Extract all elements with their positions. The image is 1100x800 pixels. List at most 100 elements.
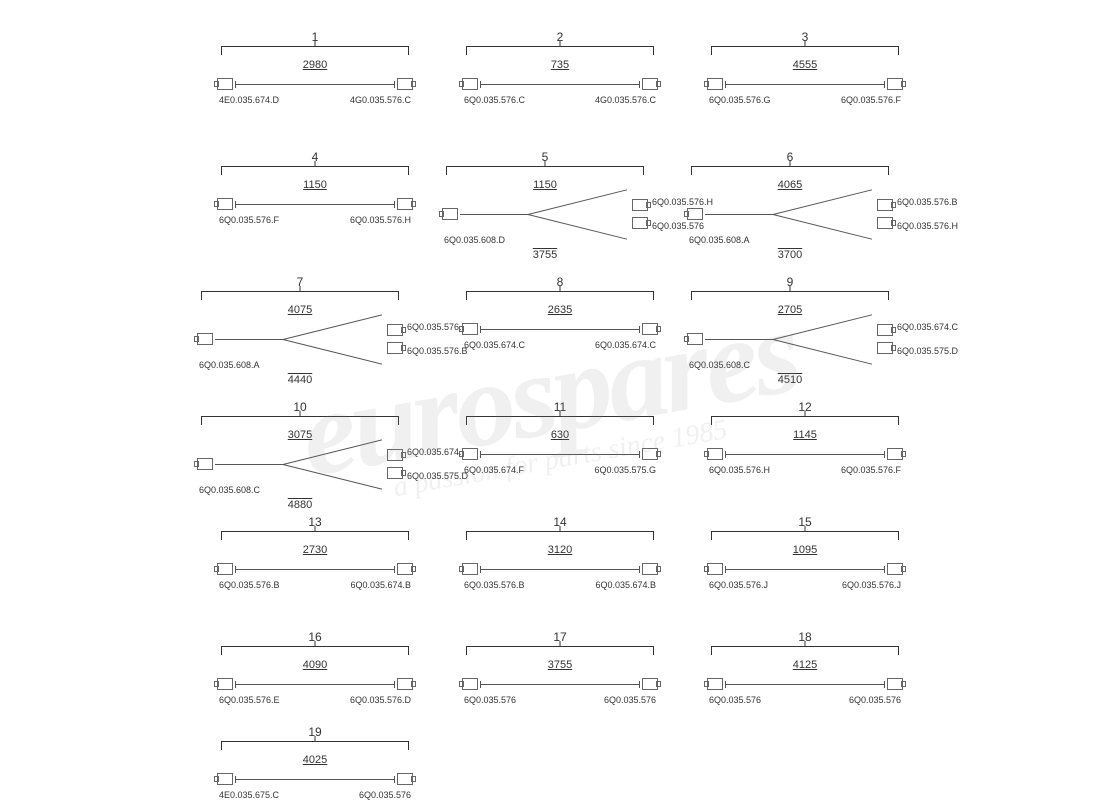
dimension-bracket [466, 646, 654, 655]
wire-line [725, 569, 885, 570]
length-top: 3755 [508, 659, 612, 671]
wire-line [480, 329, 640, 330]
length-bottom: 3755 [493, 249, 597, 261]
connector-left-icon [442, 208, 458, 220]
connector-left-icon [197, 333, 213, 345]
wire-line [725, 454, 885, 455]
part-numbers: 6Q0.035.576.B 6Q0.035.674.B [215, 580, 415, 590]
part-number-left: 6Q0.035.576.E [219, 695, 280, 705]
part-number: 6Q0.035.608.D [444, 235, 505, 245]
part-numbers: 6Q0.035.576 6Q0.035.576 [460, 695, 660, 705]
connector-right-icon [397, 198, 413, 210]
connector-left-icon [462, 563, 478, 575]
part-diagram-7: 7 4075 6Q0.035.576.H 6Q0.035.576.B [195, 275, 405, 388]
part-numbers: 6Q0.035.576.H 6Q0.035.576.F [705, 465, 905, 475]
part-diagram-3: 3 4555 6Q0.035.576.G 6Q0.035.576.F [705, 30, 905, 105]
dimension-bracket [711, 46, 899, 55]
connector-left-icon [687, 333, 703, 345]
connector-right-icon [397, 773, 413, 785]
connector-right-icon [397, 563, 413, 575]
part-number-left: 6Q0.035.576.C [464, 95, 525, 105]
dimension-bracket [221, 166, 409, 175]
connector-right-bottom-icon [387, 467, 403, 479]
connector-right-icon [642, 448, 658, 460]
part-diagram-4: 4 1150 6Q0.035.576.F 6Q0.035.576.H [215, 150, 415, 225]
part-number-right: 6Q0.035.576 [849, 695, 901, 705]
y-split-wire [705, 322, 875, 356]
wire-line [235, 569, 395, 570]
connector-right-icon [397, 678, 413, 690]
wire-line [480, 684, 640, 685]
wire-line [725, 84, 885, 85]
dimension-bracket [221, 741, 409, 750]
part-number-left: 6Q0.035.576.H [709, 465, 770, 475]
connector-left-icon [707, 678, 723, 690]
part-diagram-12: 12 1145 6Q0.035.576.H 6Q0.035.576.F [705, 400, 905, 475]
part-numbers: 6Q0.035.576 6Q0.035.576 [705, 695, 905, 705]
cable-diagram [460, 677, 660, 691]
dimension-bracket [466, 291, 654, 300]
dimension-bracket [691, 291, 889, 300]
part-number-right: 6Q0.035.576 [359, 790, 411, 800]
dimension-bracket [466, 416, 654, 425]
part-number-left: 6Q0.035.576 [464, 695, 516, 705]
wire-line [480, 454, 640, 455]
connector-right-top-icon [387, 324, 403, 336]
part-numbers: 6Q0.035.576.B 6Q0.035.674.B [460, 580, 660, 590]
connector-left-icon [217, 563, 233, 575]
part-diagram-1: 1 2980 4E0.035.674.D 4G0.035.576.C [215, 30, 415, 105]
connector-right-top-icon [387, 449, 403, 461]
length-bottom: 3700 [738, 249, 842, 261]
part-number-left: 6Q0.035.576.B [464, 580, 525, 590]
y-split-wire [215, 322, 385, 356]
part-diagram-15: 15 1095 6Q0.035.576.J 6Q0.035.576.J [705, 515, 905, 590]
part-number-left: 6Q0.035.576.B [219, 580, 280, 590]
length-top: 3075 [248, 429, 352, 441]
part-numbers: 6Q0.035.576.E 6Q0.035.576.D [215, 695, 415, 705]
part-diagram-6: 6 4065 6Q0.035.576.B 6Q0.035.576.H [685, 150, 895, 263]
cable-diagram: 6Q0.035.576.H 6Q0.035.576.B [195, 322, 405, 356]
connector-right-icon [887, 78, 903, 90]
length-top: 4065 [738, 179, 842, 191]
part-number-right: 6Q0.035.575.G [594, 465, 656, 475]
part-number-right: 6Q0.035.576.F [841, 465, 901, 475]
cable-diagram [215, 197, 415, 211]
length-top: 1150 [493, 179, 597, 191]
connector-right-icon [642, 678, 658, 690]
cable-diagram: 6Q0.035.576.B 6Q0.035.576.H [685, 197, 895, 231]
wire-line [235, 779, 395, 780]
cable-diagram: 6Q0.035.674.C 6Q0.035.575.D [195, 447, 405, 481]
part-number: 6Q0.035.608.A [689, 235, 750, 245]
part-number-right: 6Q0.035.674.B [350, 580, 411, 590]
length-top: 4555 [753, 59, 857, 71]
part-number-left: 6Q0.035.576.G [709, 95, 771, 105]
part-number: 6Q0.035.608.C [689, 360, 750, 370]
connector-right-top-icon [632, 199, 648, 211]
connector-left-icon [462, 78, 478, 90]
connector-right-bottom-icon [877, 342, 893, 354]
part-number: 6Q0.035.575.D [897, 346, 969, 356]
part-diagram-11: 11 630 6Q0.035.674.F 6Q0.035.575.G [460, 400, 660, 475]
length-top: 4075 [248, 304, 352, 316]
length-top: 4025 [263, 754, 367, 766]
connector-right-icon [642, 563, 658, 575]
part-numbers: 4E0.035.674.D 4G0.035.576.C [215, 95, 415, 105]
part-diagram-2: 2 735 6Q0.035.576.C 4G0.035.576.C [460, 30, 660, 105]
connector-right-icon [642, 323, 658, 335]
part-number-left: 6Q0.035.576 [709, 695, 761, 705]
connector-right-top-icon [877, 199, 893, 211]
part-number-right: 4G0.035.576.C [350, 95, 411, 105]
connector-right-icon [887, 448, 903, 460]
connector-right-icon [642, 78, 658, 90]
part-numbers: 6Q0.035.576.J 6Q0.035.576.J [705, 580, 905, 590]
part-numbers: 4E0.035.675.C 6Q0.035.576 [215, 790, 415, 800]
cable-diagram [215, 772, 415, 786]
connector-right-icon [397, 78, 413, 90]
length-bottom: 4440 [248, 374, 352, 386]
part-diagram-14: 14 3120 6Q0.035.576.B 6Q0.035.674.B [460, 515, 660, 590]
part-number-right: 6Q0.035.576.J [842, 580, 901, 590]
wire-line [480, 84, 640, 85]
part-number: 6Q0.035.576.H [897, 221, 969, 231]
part-number: 6Q0.035.608.C [199, 485, 260, 495]
part-number-right: 6Q0.035.576.D [350, 695, 411, 705]
